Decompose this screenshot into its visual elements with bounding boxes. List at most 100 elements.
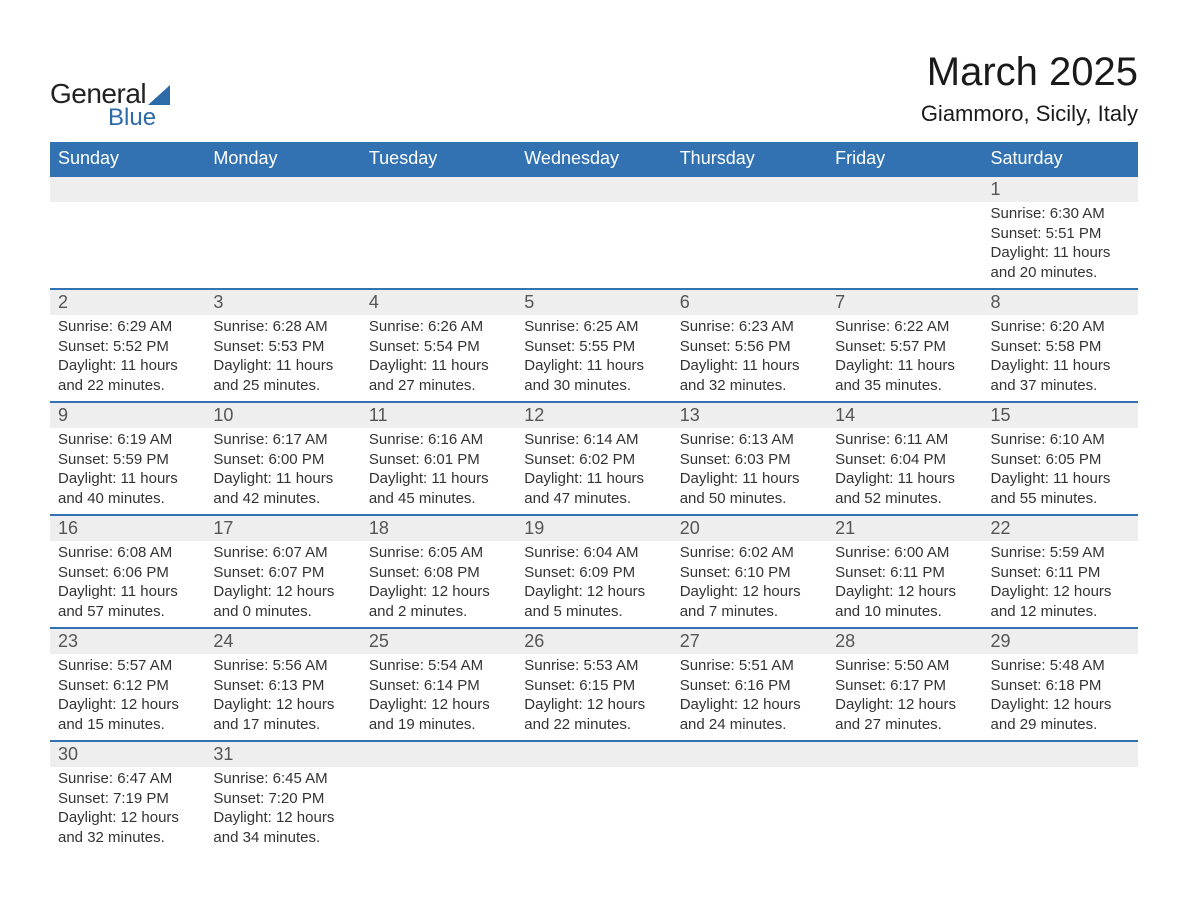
- brand-name-2: Blue: [108, 104, 156, 132]
- sunrise-text: Sunrise: 6:29 AM: [58, 317, 197, 337]
- day-content-cell: [50, 202, 205, 289]
- page-header: General Blue March 2025 Giammoro, Sicily…: [50, 50, 1138, 132]
- daylight1-text: Daylight: 11 hours: [680, 356, 819, 376]
- daylight2-text: and 30 minutes.: [524, 376, 663, 396]
- calendar-body: 1Sunrise: 6:30 AMSunset: 5:51 PMDaylight…: [50, 176, 1138, 853]
- sunset-text: Sunset: 6:18 PM: [991, 676, 1130, 696]
- day-number-row: 16171819202122: [50, 515, 1138, 541]
- day-number-cell: [50, 176, 205, 202]
- day-number-cell: 8: [983, 289, 1138, 315]
- day-content-cell: Sunrise: 5:51 AMSunset: 6:16 PMDaylight:…: [672, 654, 827, 741]
- sunset-text: Sunset: 5:52 PM: [58, 337, 197, 357]
- sunrise-text: Sunrise: 5:57 AM: [58, 656, 197, 676]
- daylight2-text: and 52 minutes.: [835, 489, 974, 509]
- sunset-text: Sunset: 6:05 PM: [991, 450, 1130, 470]
- day-number: 29: [983, 629, 1138, 654]
- day-content-row: Sunrise: 6:19 AMSunset: 5:59 PMDaylight:…: [50, 428, 1138, 515]
- calendar-page: General Blue March 2025 Giammoro, Sicily…: [0, 0, 1188, 918]
- daylight2-text: and 55 minutes.: [991, 489, 1130, 509]
- day-content-cell: [983, 767, 1138, 853]
- sunrise-text: Sunrise: 6:14 AM: [524, 430, 663, 450]
- sunrise-text: Sunrise: 6:00 AM: [835, 543, 974, 563]
- day-content-cell: [516, 767, 671, 853]
- day-number: 11: [361, 403, 516, 428]
- sunset-text: Sunset: 6:06 PM: [58, 563, 197, 583]
- day-number-cell: [672, 741, 827, 767]
- sunset-text: Sunset: 5:54 PM: [369, 337, 508, 357]
- daylight1-text: Daylight: 11 hours: [58, 469, 197, 489]
- day-number-cell: 19: [516, 515, 671, 541]
- day-number-cell: [205, 176, 360, 202]
- day-number-cell: 25: [361, 628, 516, 654]
- day-number-cell: 31: [205, 741, 360, 767]
- daylight1-text: Daylight: 11 hours: [369, 469, 508, 489]
- day-content-cell: Sunrise: 5:57 AMSunset: 6:12 PMDaylight:…: [50, 654, 205, 741]
- sunrise-text: Sunrise: 5:53 AM: [524, 656, 663, 676]
- day-number-cell: 18: [361, 515, 516, 541]
- day-number: 2: [50, 290, 205, 315]
- sunrise-text: Sunrise: 6:19 AM: [58, 430, 197, 450]
- day-content-cell: Sunrise: 6:20 AMSunset: 5:58 PMDaylight:…: [983, 315, 1138, 402]
- day-content-cell: [672, 767, 827, 853]
- daylight1-text: Daylight: 12 hours: [835, 695, 974, 715]
- sunset-text: Sunset: 6:01 PM: [369, 450, 508, 470]
- day-content-cell: Sunrise: 6:45 AMSunset: 7:20 PMDaylight:…: [205, 767, 360, 853]
- sunrise-text: Sunrise: 6:28 AM: [213, 317, 352, 337]
- day-number: 19: [516, 516, 671, 541]
- day-content-cell: Sunrise: 5:50 AMSunset: 6:17 PMDaylight:…: [827, 654, 982, 741]
- daylight1-text: Daylight: 11 hours: [835, 356, 974, 376]
- day-number: 6: [672, 290, 827, 315]
- sunrise-text: Sunrise: 5:59 AM: [991, 543, 1130, 563]
- day-content-cell: Sunrise: 6:30 AMSunset: 5:51 PMDaylight:…: [983, 202, 1138, 289]
- day-content-cell: [672, 202, 827, 289]
- calendar-table: Sunday Monday Tuesday Wednesday Thursday…: [50, 142, 1138, 853]
- day-content-cell: Sunrise: 5:56 AMSunset: 6:13 PMDaylight:…: [205, 654, 360, 741]
- daylight1-text: Daylight: 11 hours: [524, 469, 663, 489]
- day-number: 7: [827, 290, 982, 315]
- daylight2-text: and 45 minutes.: [369, 489, 508, 509]
- daylight1-text: Daylight: 12 hours: [213, 582, 352, 602]
- weekday-header: Monday: [205, 142, 360, 176]
- sunrise-text: Sunrise: 5:56 AM: [213, 656, 352, 676]
- sunset-text: Sunset: 6:03 PM: [680, 450, 819, 470]
- daylight1-text: Daylight: 11 hours: [991, 243, 1130, 263]
- daylight1-text: Daylight: 12 hours: [213, 808, 352, 828]
- daylight1-text: Daylight: 12 hours: [369, 582, 508, 602]
- sunset-text: Sunset: 6:11 PM: [835, 563, 974, 583]
- daylight1-text: Daylight: 12 hours: [524, 582, 663, 602]
- sunset-text: Sunset: 7:20 PM: [213, 789, 352, 809]
- daylight2-text: and 50 minutes.: [680, 489, 819, 509]
- day-content-cell: Sunrise: 6:14 AMSunset: 6:02 PMDaylight:…: [516, 428, 671, 515]
- day-content-cell: Sunrise: 5:48 AMSunset: 6:18 PMDaylight:…: [983, 654, 1138, 741]
- daylight2-text: and 0 minutes.: [213, 602, 352, 622]
- day-number-cell: [516, 176, 671, 202]
- daylight1-text: Daylight: 11 hours: [835, 469, 974, 489]
- day-number: 9: [50, 403, 205, 428]
- daylight2-text: and 2 minutes.: [369, 602, 508, 622]
- month-title: March 2025: [921, 50, 1138, 95]
- day-content-cell: Sunrise: 6:16 AMSunset: 6:01 PMDaylight:…: [361, 428, 516, 515]
- daylight2-text: and 27 minutes.: [835, 715, 974, 735]
- sunrise-text: Sunrise: 6:47 AM: [58, 769, 197, 789]
- day-content-row: Sunrise: 6:08 AMSunset: 6:06 PMDaylight:…: [50, 541, 1138, 628]
- sunset-text: Sunset: 5:57 PM: [835, 337, 974, 357]
- sunrise-text: Sunrise: 6:25 AM: [524, 317, 663, 337]
- sunrise-text: Sunrise: 6:17 AM: [213, 430, 352, 450]
- title-block: March 2025 Giammoro, Sicily, Italy: [921, 50, 1138, 127]
- daylight1-text: Daylight: 11 hours: [58, 582, 197, 602]
- day-number-cell: 16: [50, 515, 205, 541]
- day-content-cell: Sunrise: 6:02 AMSunset: 6:10 PMDaylight:…: [672, 541, 827, 628]
- day-number-cell: 1: [983, 176, 1138, 202]
- sunrise-text: Sunrise: 6:10 AM: [991, 430, 1130, 450]
- sunset-text: Sunset: 6:13 PM: [213, 676, 352, 696]
- day-content-cell: Sunrise: 5:59 AMSunset: 6:11 PMDaylight:…: [983, 541, 1138, 628]
- sunset-text: Sunset: 6:16 PM: [680, 676, 819, 696]
- sunrise-text: Sunrise: 5:54 AM: [369, 656, 508, 676]
- day-number: 16: [50, 516, 205, 541]
- day-number: 31: [205, 742, 360, 767]
- daylight1-text: Daylight: 12 hours: [680, 695, 819, 715]
- day-content-row: Sunrise: 6:47 AMSunset: 7:19 PMDaylight:…: [50, 767, 1138, 853]
- daylight2-text: and 25 minutes.: [213, 376, 352, 396]
- daylight1-text: Daylight: 11 hours: [991, 469, 1130, 489]
- daylight2-text: and 15 minutes.: [58, 715, 197, 735]
